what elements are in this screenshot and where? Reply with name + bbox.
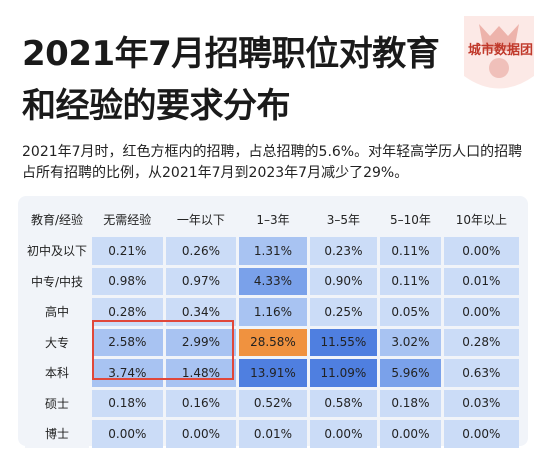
- table-row: 本科 3.74% 1.48% 13.91% 11.09% 5.96% 0.63%: [25, 359, 519, 387]
- heatmap-cell: 0.11%: [380, 267, 441, 295]
- heatmap-cell: 0.90%: [309, 267, 378, 295]
- row-header: 初中及以下: [25, 237, 89, 265]
- brand-label: 城市数据团: [468, 43, 534, 58]
- heatmap-cell: 0.63%: [443, 359, 519, 387]
- heatmap-cell: 0.00%: [443, 237, 519, 265]
- title-line-2: 和经验的要求分布: [22, 86, 291, 126]
- heatmap-cell: 0.03%: [443, 389, 519, 417]
- heatmap-cell: 0.05%: [380, 298, 441, 326]
- heatmap-body: 初中及以下 0.21% 0.26% 1.31% 0.23% 0.11% 0.00% 中专/中技…: [25, 237, 519, 448]
- heatmap-cell: 1.48%: [165, 359, 237, 387]
- heatmap-cell: 5.96%: [380, 359, 441, 387]
- heatmap-cell: 0.98%: [92, 267, 163, 295]
- heatmap-cell: 0.18%: [380, 389, 441, 417]
- heatmap-cell: 0.26%: [165, 237, 237, 265]
- heatmap-cell: 0.00%: [92, 420, 163, 448]
- row-header: 硕士: [25, 389, 89, 417]
- column-header: 无需经验: [92, 205, 163, 234]
- table-row: 中专/中技 0.98% 0.97% 4.33% 0.90% 0.11% 0.01%: [25, 267, 519, 295]
- table-row: 硕士 0.18% 0.16% 0.52% 0.58% 0.18% 0.03%: [25, 389, 519, 417]
- heatmap-cell: 0.00%: [309, 420, 378, 448]
- header-row: 教育/经验 无需经验 一年以下 1–3年 3–5年 5–10年 10年以上: [25, 205, 519, 234]
- heatmap-cell: 3.74%: [92, 359, 163, 387]
- heatmap-cell: 1.16%: [239, 298, 307, 326]
- heatmap-cell: 0.18%: [92, 389, 163, 417]
- highlight-box: [92, 320, 234, 380]
- heatmap-cell: 0.00%: [380, 420, 441, 448]
- heatmap-cell: 0.25%: [309, 298, 378, 326]
- heatmap-cell: 0.28%: [443, 328, 519, 356]
- table-row: 初中及以下 0.21% 0.26% 1.31% 0.23% 0.11% 0.00%: [25, 237, 519, 265]
- row-header: 博士: [25, 420, 89, 448]
- heatmap-cell: 0.52%: [239, 389, 307, 417]
- heatmap-cell: 0.00%: [165, 420, 237, 448]
- page-title: 2021年7月招聘职位对教育 和经验的要求分布: [22, 28, 442, 132]
- row-header: 本科: [25, 359, 89, 387]
- heatmap-cell: 0.23%: [309, 237, 378, 265]
- heatmap-table: 教育/经验 无需经验 一年以下 1–3年 3–5年 5–10年 10年以上 初中…: [22, 202, 522, 451]
- heatmap-cell: 3.02%: [380, 328, 441, 356]
- column-header: 3–5年: [309, 205, 378, 234]
- heatmap-cell: 0.21%: [92, 237, 163, 265]
- heatmap-cell: 0.01%: [239, 420, 307, 448]
- brand-logo-icon: [464, 16, 534, 89]
- heatmap-cell: 11.09%: [309, 359, 378, 387]
- heatmap-cell: 13.91%: [239, 359, 307, 387]
- column-header: 1–3年: [239, 205, 307, 234]
- heatmap-cell: 0.11%: [380, 237, 441, 265]
- heatmap-cell: 0.97%: [165, 267, 237, 295]
- table-row: 大专 2.58% 2.99% 28.58% 11.55% 3.02% 0.28%: [25, 328, 519, 356]
- heatmap-cell: 2.58%: [92, 328, 163, 356]
- title-line-1: 2021年7月招聘职位对教育: [22, 34, 440, 74]
- heatmap-cell: 2.99%: [165, 328, 237, 356]
- heatmap-cell: 0.00%: [443, 298, 519, 326]
- table-row: 博士 0.00% 0.00% 0.01% 0.00% 0.00% 0.00%: [25, 420, 519, 448]
- heatmap-cell: 1.31%: [239, 237, 307, 265]
- column-header: 一年以下: [165, 205, 237, 234]
- corner-label: 教育/经验: [25, 205, 89, 234]
- heatmap-cell: 0.01%: [443, 267, 519, 295]
- column-header: 5–10年: [380, 205, 441, 234]
- heatmap-cell: 0.58%: [309, 389, 378, 417]
- table-row: 高中 0.28% 0.34% 1.16% 0.25% 0.05% 0.00%: [25, 298, 519, 326]
- row-header: 大专: [25, 328, 89, 356]
- column-header: 10年以上: [443, 205, 519, 234]
- row-header: 高中: [25, 298, 89, 326]
- heatmap-cell: 4.33%: [239, 267, 307, 295]
- heatmap-cell: 0.00%: [443, 420, 519, 448]
- description: 2021年7月时，红色方框内的招聘，占总招聘的5.6%。对年轻高学历人口的招聘占…: [22, 144, 523, 181]
- heatmap-cell: 28.58%: [239, 328, 307, 356]
- row-header: 中专/中技: [25, 267, 89, 295]
- heatmap-cell: 11.55%: [309, 328, 378, 356]
- heatmap-cell: 0.16%: [165, 389, 237, 417]
